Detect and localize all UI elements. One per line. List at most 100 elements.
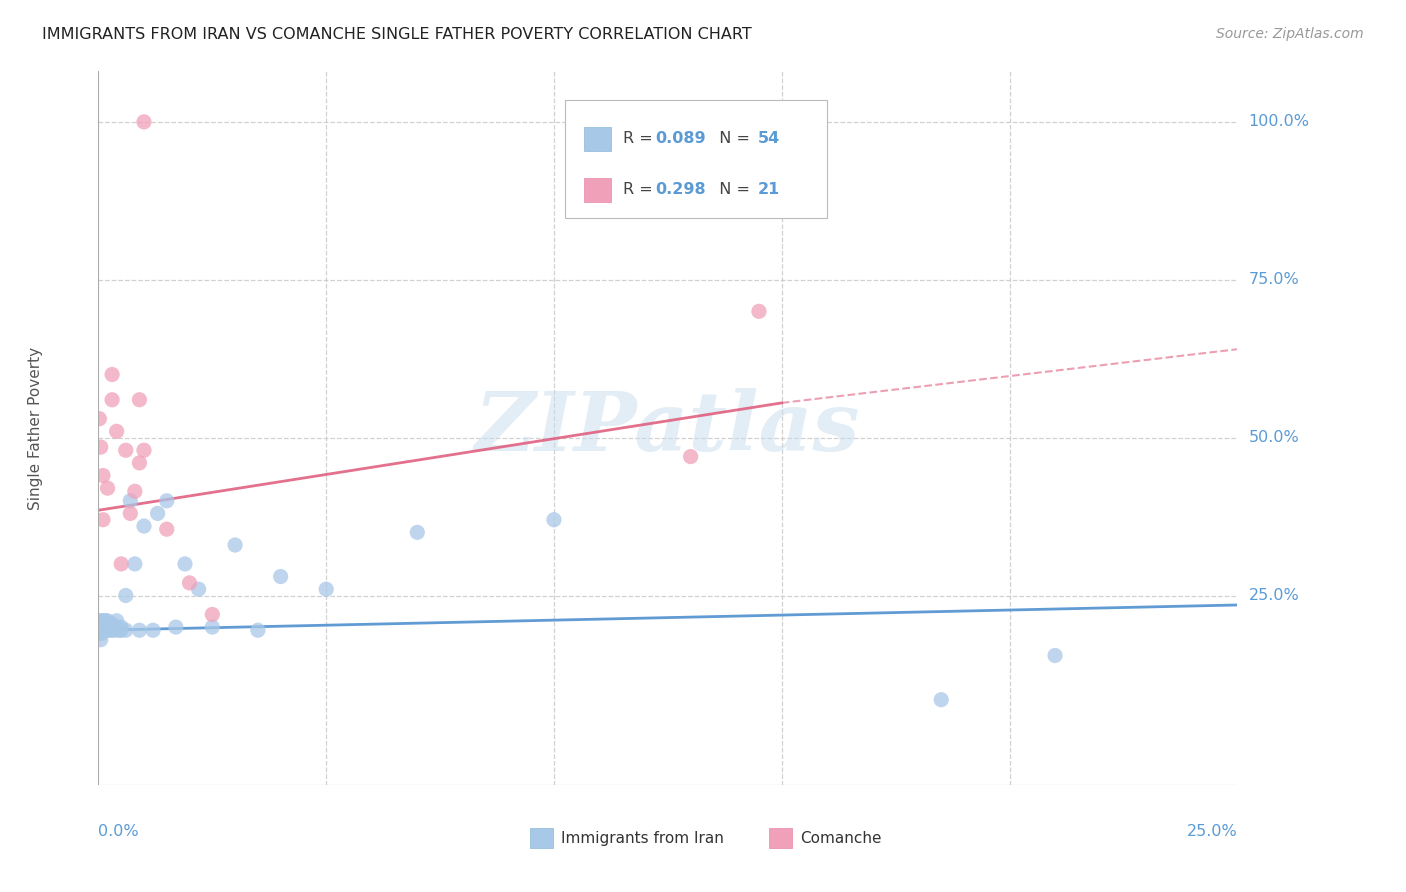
Point: [128, 624, 150, 638]
Point: [91, 624, 114, 638]
Point: [97, 624, 120, 638]
Point: [146, 507, 169, 521]
Point: [90, 632, 112, 647]
Point: [124, 557, 146, 571]
Point: [94, 620, 117, 634]
Point: [90, 440, 112, 454]
Point: [124, 484, 146, 499]
Point: [96, 616, 118, 631]
Point: [128, 456, 150, 470]
FancyBboxPatch shape: [583, 178, 612, 202]
Point: [91, 513, 114, 527]
Text: IMMIGRANTS FROM IRAN VS COMANCHE SINGLE FATHER POVERTY CORRELATION CHART: IMMIGRANTS FROM IRAN VS COMANCHE SINGLE …: [42, 27, 752, 42]
Point: [128, 392, 150, 407]
Point: [89, 620, 111, 634]
Point: [103, 624, 125, 638]
Point: [90, 620, 112, 634]
Point: [96, 620, 118, 634]
Point: [174, 557, 197, 571]
FancyBboxPatch shape: [583, 127, 612, 151]
FancyBboxPatch shape: [530, 829, 553, 847]
Point: [91, 624, 114, 638]
Point: [246, 624, 269, 638]
Point: [89, 626, 111, 640]
Point: [142, 624, 165, 638]
Point: [110, 557, 132, 571]
Point: [406, 525, 429, 540]
Point: [929, 692, 952, 706]
Text: 0.089: 0.089: [655, 131, 706, 146]
Text: Comanche: Comanche: [800, 831, 882, 846]
Point: [120, 493, 142, 508]
Text: 100.0%: 100.0%: [1249, 114, 1309, 129]
Point: [1043, 648, 1066, 663]
Point: [101, 620, 124, 634]
Point: [90, 626, 112, 640]
Point: [132, 519, 155, 533]
FancyBboxPatch shape: [565, 100, 827, 218]
Point: [110, 620, 132, 634]
Point: [96, 624, 118, 638]
Point: [105, 614, 128, 628]
Text: Immigrants from Iran: Immigrants from Iran: [561, 831, 724, 846]
Point: [101, 392, 124, 407]
Text: N =: N =: [709, 182, 749, 197]
Point: [93, 620, 115, 634]
Text: 50.0%: 50.0%: [1249, 430, 1299, 445]
Text: R =: R =: [623, 182, 658, 197]
Point: [156, 522, 179, 536]
Text: 25.0%: 25.0%: [1187, 824, 1237, 838]
Point: [94, 614, 117, 628]
Text: ZIPatlas: ZIPatlas: [475, 388, 860, 468]
Point: [91, 620, 114, 634]
Point: [105, 620, 128, 634]
Point: [187, 582, 209, 597]
Point: [114, 589, 136, 603]
Point: [96, 620, 118, 634]
Point: [89, 411, 111, 425]
Point: [91, 614, 114, 628]
Point: [114, 443, 136, 458]
Point: [201, 620, 224, 634]
Text: 0.298: 0.298: [655, 182, 706, 197]
Point: [110, 624, 132, 638]
Point: [91, 616, 114, 631]
Point: [101, 616, 124, 631]
Point: [94, 624, 117, 638]
Point: [114, 624, 136, 638]
Point: [156, 493, 179, 508]
Point: [91, 614, 114, 628]
Text: R =: R =: [623, 131, 658, 146]
Point: [105, 425, 128, 439]
Point: [91, 468, 114, 483]
Point: [96, 614, 118, 628]
Text: 21: 21: [758, 182, 780, 197]
Text: 25.0%: 25.0%: [1249, 588, 1299, 603]
Point: [132, 443, 155, 458]
Point: [679, 450, 702, 464]
Point: [132, 115, 155, 129]
Point: [270, 569, 292, 583]
Point: [315, 582, 337, 597]
Text: N =: N =: [709, 131, 749, 146]
Point: [108, 624, 131, 638]
FancyBboxPatch shape: [769, 829, 792, 847]
Text: Source: ZipAtlas.com: Source: ZipAtlas.com: [1216, 27, 1364, 41]
Point: [96, 481, 118, 495]
Point: [101, 624, 124, 638]
Point: [165, 620, 187, 634]
Text: 54: 54: [758, 131, 780, 146]
Point: [93, 624, 115, 638]
Text: 75.0%: 75.0%: [1249, 272, 1299, 287]
Text: 0.0%: 0.0%: [98, 824, 139, 838]
Text: Single Father Poverty: Single Father Poverty: [28, 347, 44, 509]
Point: [224, 538, 246, 552]
Point: [101, 368, 124, 382]
Point: [748, 304, 770, 318]
Point: [179, 575, 201, 590]
Point: [120, 507, 142, 521]
Point: [98, 620, 121, 634]
Point: [201, 607, 224, 622]
Point: [543, 513, 565, 527]
Point: [89, 614, 111, 628]
